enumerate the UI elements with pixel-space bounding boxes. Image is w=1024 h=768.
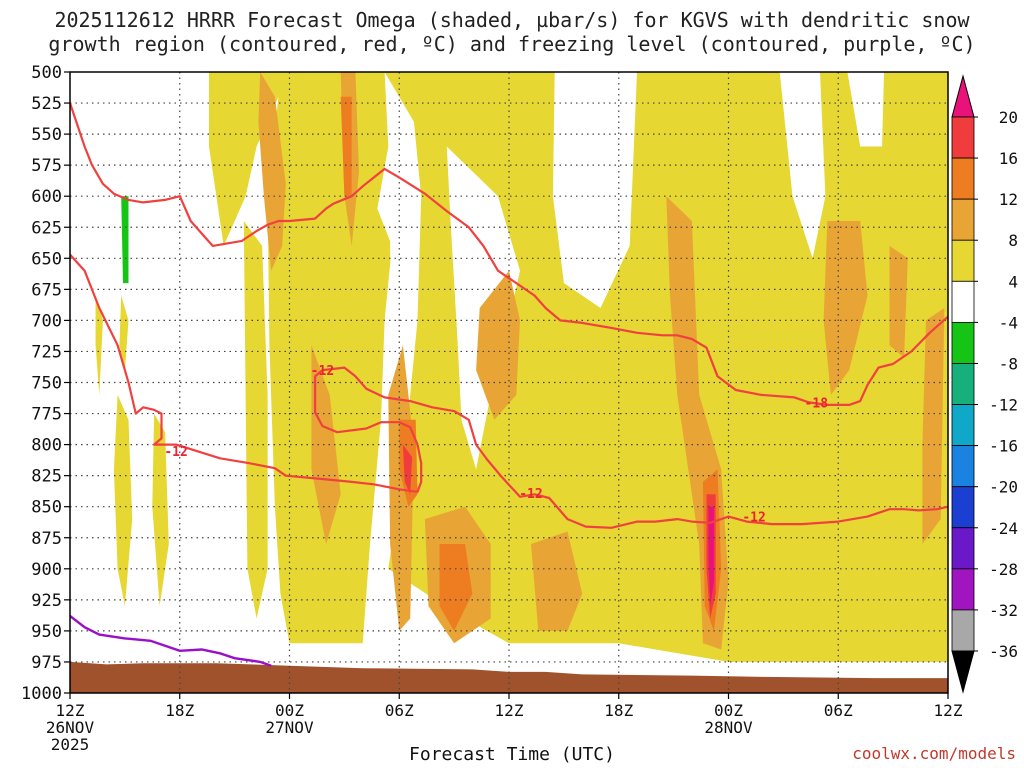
y-tick-label: 500 <box>31 63 62 83</box>
colorbar-band <box>951 486 975 529</box>
omega-region-30 <box>708 506 714 607</box>
dgz-contour-1 <box>70 253 948 529</box>
omega-region-19 <box>531 531 583 631</box>
dgz-contour-label-2: -12 <box>519 487 542 502</box>
x-tick-label: 12Z <box>56 701 85 720</box>
y-tick-label: 900 <box>31 560 62 580</box>
x-axis-label: Forecast Time (UTC) <box>409 744 615 765</box>
colorbar-band <box>951 280 975 323</box>
colorbar-band <box>951 157 975 200</box>
omega-region-12 <box>847 72 884 147</box>
dgz-contour-label-3: -12 <box>742 511 765 526</box>
x-tick-label: 06Z <box>385 701 414 720</box>
dgz-contour-label-0: -12 <box>311 364 334 379</box>
y-tick-label: 600 <box>31 187 62 207</box>
omega-region-1 <box>209 72 392 644</box>
colorbar-band <box>951 116 975 159</box>
omega-region-6 <box>243 221 268 619</box>
y-tick-label: 825 <box>31 467 62 487</box>
y-tick-label: 650 <box>31 249 62 269</box>
colorbar-band <box>951 198 975 241</box>
y-tick-label: 775 <box>31 405 62 425</box>
colorbar-tick-label: -4 <box>999 313 1018 332</box>
y-tick-label: 875 <box>31 529 62 549</box>
colorbar-tick-label: -8 <box>999 354 1018 373</box>
omega-region-22 <box>889 245 908 358</box>
colorbar-tick-label: 16 <box>999 149 1018 168</box>
y-tick-label: 525 <box>31 94 62 114</box>
x-tick-label: 18Z <box>604 701 633 720</box>
plot-area: -12 -12 -12 -12 -18 <box>70 72 948 693</box>
omega-region-26 <box>439 544 473 631</box>
x-tick-year-label: 2025 <box>51 735 90 754</box>
x-tick-date-label: 28NOV <box>704 718 753 737</box>
y-tick-label: 975 <box>31 653 62 673</box>
colorbar-tick-label: -16 <box>989 437 1018 456</box>
colorbar-band <box>951 239 975 282</box>
omega-region-17 <box>476 270 520 420</box>
omega-region-4 <box>113 394 133 607</box>
credit-text: coolwx.com/models <box>852 744 1016 763</box>
colorbar-tick-label: 12 <box>999 190 1018 209</box>
x-tick-label: 12Z <box>495 701 524 720</box>
x-tick-date-label: 26NOV <box>46 718 95 737</box>
colorbar-tick-label: 20 <box>999 108 1018 127</box>
chart-title-line-2: growth region (contoured, red, ºC) and f… <box>48 32 976 56</box>
x-tick-label: 06Z <box>824 701 853 720</box>
colorbar-band <box>951 568 975 611</box>
y-tick-label: 925 <box>31 591 62 611</box>
y-tick-label: 625 <box>31 218 62 238</box>
omega-region-3 <box>95 295 103 395</box>
x-tick-date-label: 27NOV <box>265 718 314 737</box>
colorbar-tick-label: 8 <box>1008 231 1018 250</box>
y-tick-label: 850 <box>31 498 62 518</box>
dgz-contour-0 <box>70 102 948 406</box>
colorbar-top-arrow <box>951 74 975 118</box>
colorbar-band <box>951 527 975 570</box>
omega-region-5 <box>152 413 169 607</box>
y-tick-label: 950 <box>31 622 62 642</box>
y-tick-label: 675 <box>31 280 62 300</box>
colorbar-band <box>951 404 975 447</box>
colorbar: 20 16 12 8 4 -4 -8 -12 -16 -20 -24 -28 -32 -36 <box>951 74 1018 694</box>
colorbar-band <box>951 363 975 405</box>
y-tick-label: 800 <box>31 436 62 456</box>
colorbar-band <box>951 609 975 652</box>
y-tick-label: 700 <box>31 311 62 331</box>
y-tick-label: 750 <box>31 374 62 394</box>
dgz-contour-label-1: -12 <box>164 445 187 460</box>
omega-region-9 <box>552 72 637 308</box>
omega-region-16 <box>388 345 414 631</box>
x-tick-label: 18Z <box>165 701 194 720</box>
freezing-level-contour <box>70 615 272 667</box>
x-tick-label: 12Z <box>934 701 963 720</box>
colorbar-tick-label: -24 <box>989 519 1018 538</box>
omega-region-23 <box>922 308 945 544</box>
x-tick-label: 00Z <box>275 701 304 720</box>
colorbar-tick-label: -12 <box>989 396 1018 415</box>
dgz-contour-label-4: -18 <box>805 396 829 411</box>
y-tick-label: 725 <box>31 342 62 362</box>
colorbar-tick-label: -28 <box>989 560 1018 579</box>
colorbar-band <box>951 321 975 364</box>
omega-region-28 <box>402 444 413 495</box>
x-tick-label: 00Z <box>714 701 743 720</box>
colorbar-bottom-arrow <box>951 650 975 694</box>
colorbar-band <box>951 445 975 488</box>
omega-region-8 <box>390 121 414 346</box>
omega-region-24 <box>340 96 352 197</box>
omega-region-31 <box>121 196 129 284</box>
y-tick-label: 1000 <box>21 684 62 704</box>
colorbar-tick-label: -32 <box>989 601 1018 620</box>
colorbar-tick-label: 4 <box>1008 272 1018 291</box>
omega-region-15 <box>311 345 341 544</box>
y-tick-label: 550 <box>31 125 62 145</box>
chart-title-line-1: 2025112612 HRRR Forecast Omega (shaded, … <box>54 8 970 32</box>
colorbar-tick-label: -20 <box>989 478 1018 497</box>
y-tick-label: 575 <box>31 156 62 176</box>
colorbar-tick-label: -36 <box>989 642 1018 661</box>
